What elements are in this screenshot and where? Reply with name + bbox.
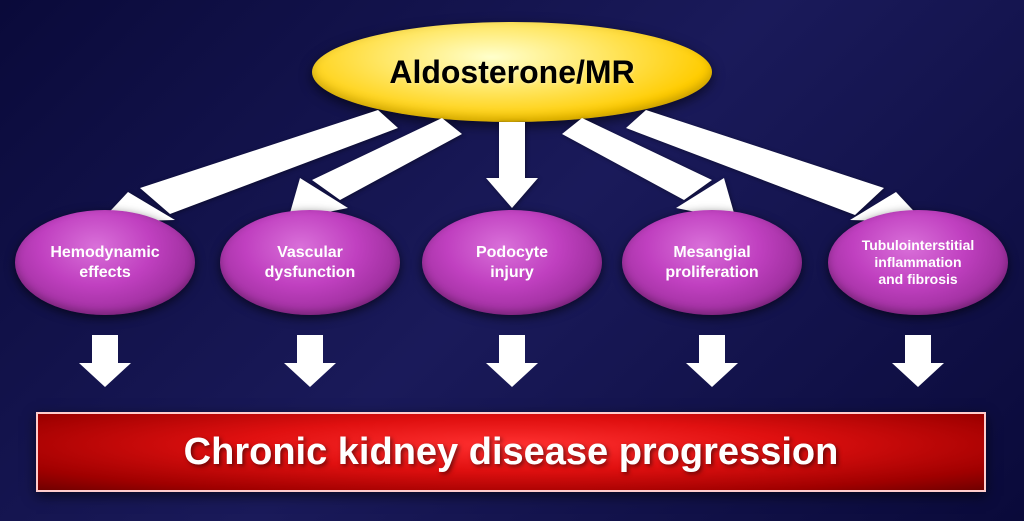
down-arrow-3 — [486, 335, 538, 387]
mid-node-vascular: Vasculardysfunction — [220, 210, 400, 315]
mid-node-hemodynamic: Hemodynamiceffects — [15, 210, 195, 315]
mid-node-label: Vasculardysfunction — [255, 243, 366, 281]
mid-node-tubulointerstitial: Tubulointerstitialinflammationand fibros… — [828, 210, 1008, 315]
mid-node-label: Tubulointerstitialinflammationand fibros… — [852, 237, 985, 287]
top-arrow-1 — [100, 110, 398, 222]
down-arrow-5 — [892, 335, 944, 387]
diagram-canvas: Aldosterone/MR — [0, 0, 1024, 521]
mid-node-label: Mesangialproliferation — [655, 243, 768, 281]
mid-node-podocyte: Podocyteinjury — [422, 210, 602, 315]
top-arrow-3 — [486, 122, 538, 208]
top-node-aldosterone: Aldosterone/MR — [312, 22, 712, 122]
top-arrow-4 — [562, 118, 736, 220]
mid-node-mesangial: Mesangialproliferation — [622, 210, 802, 315]
bottom-node-ckd: Chronic kidney disease progression — [36, 412, 986, 492]
top-node-label: Aldosterone/MR — [389, 54, 634, 91]
bottom-node-label: Chronic kidney disease progression — [184, 431, 839, 474]
down-arrow-1 — [79, 335, 131, 387]
mid-node-label: Hemodynamiceffects — [40, 243, 169, 281]
mid-node-label: Podocyteinjury — [466, 243, 558, 281]
top-arrow-2 — [288, 118, 462, 220]
down-arrow-2 — [284, 335, 336, 387]
down-arrow-4 — [686, 335, 738, 387]
top-arrow-5 — [626, 110, 924, 222]
